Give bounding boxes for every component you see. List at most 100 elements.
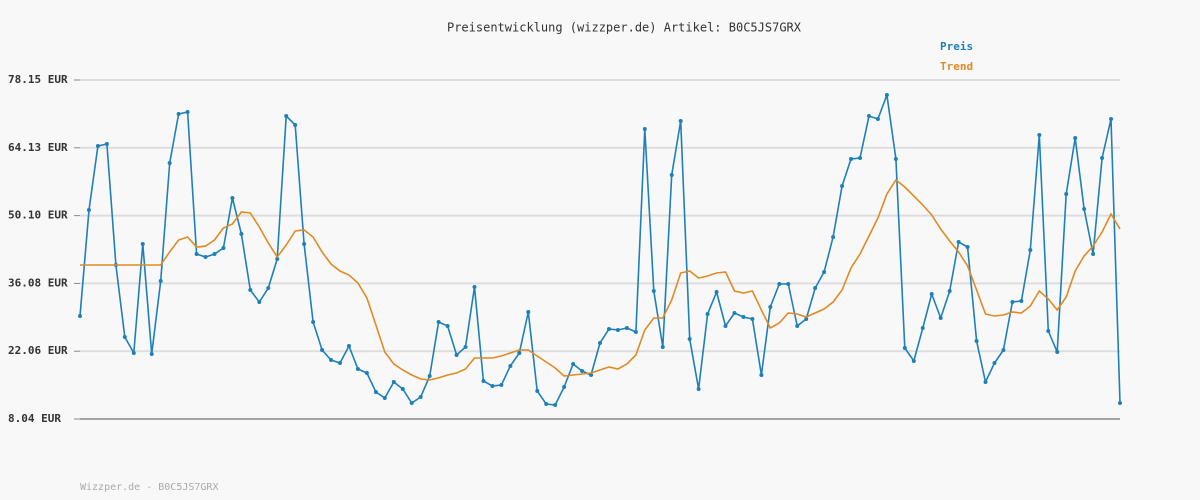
point <box>929 292 934 297</box>
point <box>167 160 172 165</box>
point <box>911 358 916 363</box>
chart-title: Preisentwicklung (wizzper.de) Artikel: B… <box>447 21 802 35</box>
point <box>185 110 190 115</box>
point <box>311 320 316 325</box>
point <box>490 383 495 388</box>
point <box>571 361 576 366</box>
point <box>831 235 836 240</box>
point <box>678 119 683 124</box>
point <box>1010 299 1015 304</box>
point <box>920 326 925 331</box>
point <box>902 345 907 350</box>
point <box>1073 135 1078 140</box>
point <box>499 382 504 387</box>
point <box>938 315 943 320</box>
point <box>893 157 898 162</box>
point <box>212 251 217 256</box>
point <box>526 309 531 314</box>
point <box>230 195 235 200</box>
point <box>257 299 262 304</box>
point <box>553 402 558 407</box>
point <box>221 245 226 250</box>
point <box>714 289 719 294</box>
point <box>598 340 602 345</box>
y-tick-label: 64.13 EUR <box>8 141 68 154</box>
point <box>786 281 791 286</box>
point <box>86 207 91 212</box>
point <box>320 348 325 353</box>
point <box>983 379 988 384</box>
point <box>633 329 638 334</box>
point <box>535 388 540 393</box>
point <box>777 281 782 286</box>
point <box>840 183 845 188</box>
point <box>1100 155 1105 160</box>
point <box>418 394 423 399</box>
point <box>517 350 522 355</box>
point <box>149 351 154 356</box>
point <box>194 251 199 256</box>
point <box>723 323 728 328</box>
point <box>1028 248 1033 253</box>
point <box>849 157 854 162</box>
point <box>768 304 773 309</box>
point <box>1109 117 1114 122</box>
point <box>131 350 136 355</box>
point <box>615 327 620 332</box>
point <box>642 126 647 131</box>
point <box>822 270 827 275</box>
point <box>239 232 244 237</box>
point <box>875 117 880 122</box>
point <box>660 345 665 350</box>
point <box>759 372 764 377</box>
point <box>409 400 414 405</box>
point <box>795 323 800 328</box>
point <box>974 338 979 343</box>
point <box>732 310 737 315</box>
point <box>1037 132 1042 137</box>
point <box>266 285 271 290</box>
point <box>1019 298 1024 303</box>
point <box>355 367 360 372</box>
footer: Wizzper.de - B0C5JS7GRX <box>80 482 218 493</box>
point <box>391 379 396 384</box>
point <box>705 311 710 316</box>
point <box>992 360 997 365</box>
point <box>580 368 585 373</box>
y-tick-label: 36.08 EUR <box>8 276 68 289</box>
point <box>544 401 549 406</box>
point <box>382 395 387 400</box>
point <box>463 345 468 350</box>
point <box>78 314 82 319</box>
point <box>284 113 289 118</box>
point <box>445 323 450 328</box>
point <box>472 284 477 289</box>
point <box>481 378 486 383</box>
point <box>338 360 342 365</box>
point <box>364 370 369 375</box>
point <box>741 314 746 319</box>
point <box>373 389 378 394</box>
point <box>1064 192 1069 197</box>
point <box>140 242 145 247</box>
point <box>1118 400 1122 405</box>
point <box>804 317 809 322</box>
point <box>508 363 513 368</box>
legend-label: Preis <box>940 40 973 53</box>
point <box>302 242 307 247</box>
point <box>248 287 253 292</box>
point <box>1082 207 1087 212</box>
point <box>176 111 181 116</box>
point <box>696 386 701 391</box>
point <box>1001 348 1006 353</box>
point <box>884 92 889 97</box>
point <box>427 373 432 378</box>
point <box>947 288 952 293</box>
point <box>1091 251 1096 256</box>
point <box>858 155 862 160</box>
y-tick-label: 8.04 EUR <box>8 412 61 425</box>
point <box>562 384 567 389</box>
point <box>436 320 441 325</box>
